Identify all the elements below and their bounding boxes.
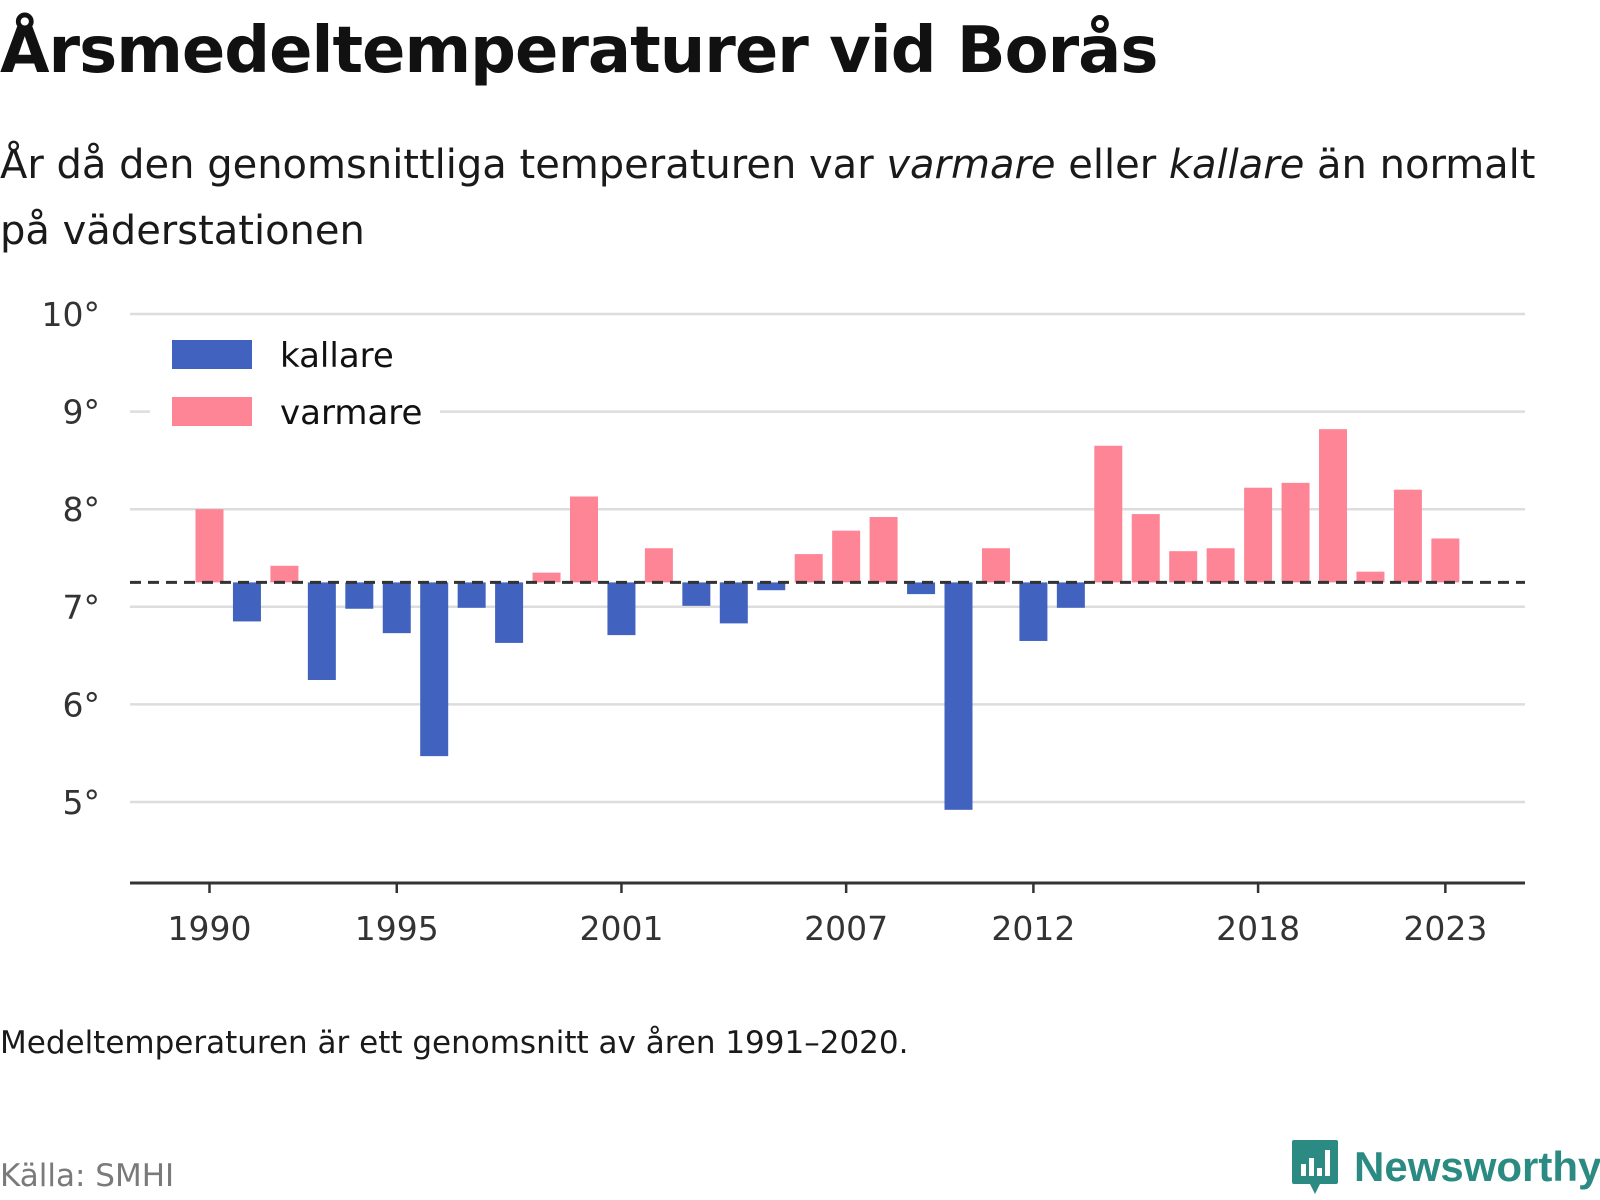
legend-swatch-varmare bbox=[172, 397, 252, 426]
x-tick-label: 2012 bbox=[991, 909, 1075, 948]
bar-1998 bbox=[495, 582, 524, 643]
bar-2016 bbox=[1169, 551, 1198, 583]
x-tick-label: 2018 bbox=[1216, 909, 1300, 948]
bar-2021 bbox=[1356, 571, 1385, 583]
chart-title: Årsmedeltemperaturer vid Borås bbox=[0, 14, 1158, 88]
subtitle-cold-word: kallare bbox=[1168, 142, 1305, 188]
legend-swatch-kallare bbox=[172, 340, 252, 369]
bars bbox=[195, 429, 1460, 810]
bar-2017 bbox=[1206, 548, 1235, 583]
bar-2022 bbox=[1393, 489, 1422, 583]
legend-background bbox=[150, 318, 440, 448]
bar-2019 bbox=[1281, 482, 1310, 583]
bar-2012 bbox=[1019, 582, 1048, 641]
x-tick-label: 2001 bbox=[579, 909, 663, 948]
bar-2020 bbox=[1319, 429, 1347, 583]
y-tick-label: 5° bbox=[63, 783, 101, 822]
bar-1997 bbox=[457, 582, 486, 608]
bar-chart: 5° 6° 7° 8° 9° 10° 1990 1995 2001 2007 2012 2018 20… bbox=[42, 295, 1525, 948]
y-tick-label: 8° bbox=[63, 490, 101, 529]
subtitle-warm-word: varmare bbox=[886, 142, 1056, 188]
bar-2002 bbox=[644, 548, 673, 583]
y-tick-label: 10° bbox=[42, 295, 101, 334]
bar-2006 bbox=[794, 554, 823, 583]
x-tick-label: 1995 bbox=[355, 909, 439, 948]
y-tick-label: 6° bbox=[63, 685, 101, 724]
bar-1995 bbox=[382, 582, 411, 634]
x-axis: 1990 1995 2001 2007 2012 2018 2023 bbox=[130, 881, 1525, 948]
bar-1990 bbox=[195, 509, 224, 583]
newsworthy-logo-icon bbox=[1292, 1140, 1338, 1194]
bar-1999 bbox=[532, 572, 561, 583]
x-tick-label: 2007 bbox=[804, 909, 888, 948]
bar-2004 bbox=[719, 582, 748, 624]
y-axis-ticks: 5° 6° 7° 8° 9° 10° bbox=[42, 295, 101, 822]
bar-1996 bbox=[420, 582, 449, 757]
bar-2015 bbox=[1131, 514, 1160, 583]
bar-2001 bbox=[607, 582, 636, 636]
bar-2014 bbox=[1094, 445, 1123, 583]
bar-2008 bbox=[869, 517, 898, 583]
legend: kallare varmare bbox=[150, 318, 440, 448]
bar-2000 bbox=[570, 496, 598, 583]
bar-2005 bbox=[757, 582, 786, 591]
legend-label-kallare: kallare bbox=[280, 336, 394, 376]
legend-label-varmare: varmare bbox=[280, 393, 422, 433]
x-tick-label: 1990 bbox=[168, 909, 252, 948]
brand-logo: Newsworthy bbox=[1290, 1138, 1600, 1196]
x-tick-label: 2023 bbox=[1403, 909, 1487, 948]
subtitle-text-3: än normalt på väderstationen bbox=[0, 142, 1536, 254]
brand-name: Newsworthy bbox=[1354, 1143, 1600, 1190]
y-tick-label: 9° bbox=[63, 393, 101, 432]
bar-1994 bbox=[345, 582, 374, 609]
source-credit: Källa: SMHI bbox=[0, 1158, 175, 1194]
bar-2023 bbox=[1431, 538, 1460, 583]
bar-2018 bbox=[1244, 487, 1273, 583]
bar-2013 bbox=[1056, 582, 1085, 608]
footnote: Medeltemperaturen är ett genomsnitt av å… bbox=[0, 1025, 909, 1061]
chart-subtitle: År då den genomsnittliga temperaturen va… bbox=[0, 132, 1560, 264]
bar-2010 bbox=[944, 582, 973, 810]
bar-2011 bbox=[981, 548, 1010, 583]
bar-2003 bbox=[682, 582, 711, 606]
subtitle-text-1: År då den genomsnittliga temperaturen va… bbox=[0, 142, 887, 188]
bar-2007 bbox=[832, 530, 861, 583]
bar-1991 bbox=[232, 582, 261, 622]
bar-2009 bbox=[907, 582, 936, 595]
subtitle-text-2: eller bbox=[1055, 142, 1169, 188]
bar-1993 bbox=[307, 582, 336, 680]
bar-1992 bbox=[270, 565, 299, 583]
y-tick-label: 7° bbox=[63, 588, 101, 627]
